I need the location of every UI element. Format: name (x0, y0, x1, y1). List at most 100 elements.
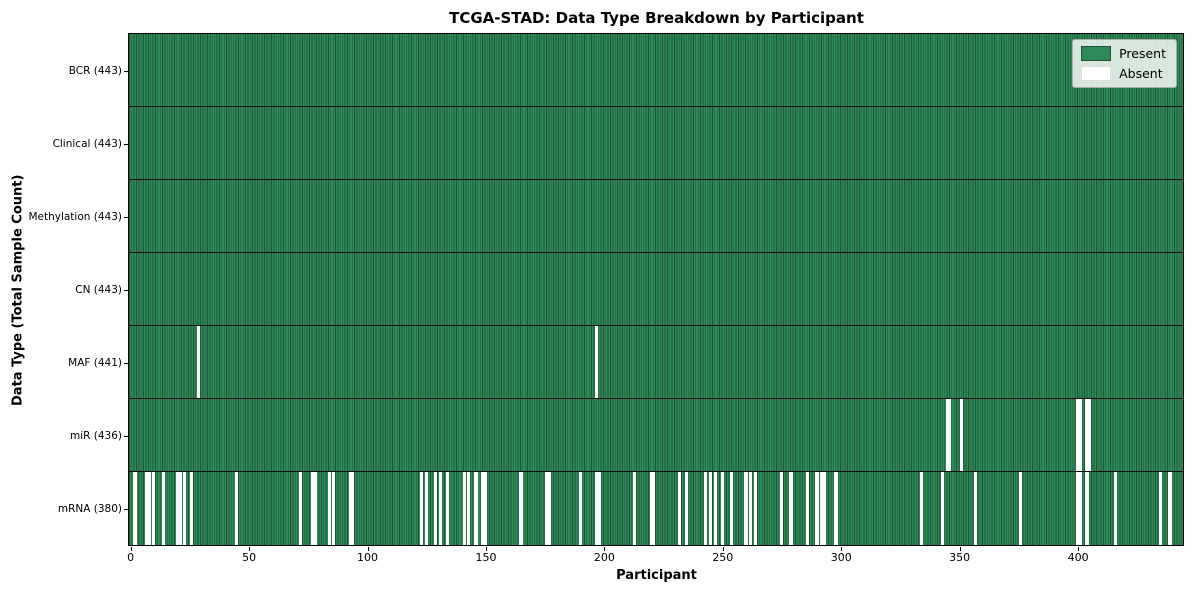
y-tick-label-cn: CN (443) (75, 284, 122, 296)
x-tick-label-350: 350 (949, 551, 971, 564)
absent-gap-mrna-243 (704, 472, 708, 545)
row-clinical (129, 107, 1183, 180)
x-tick-mark (722, 547, 724, 551)
absent-gap-mrna-286 (805, 472, 810, 545)
x-tick-mark (959, 547, 961, 551)
absent-gap-mrna-177 (547, 472, 551, 545)
absent-gap-mrna-10 (152, 472, 156, 545)
x-tick-mark (1078, 547, 1080, 551)
legend-item-present: Present (1081, 46, 1166, 61)
present-swatch-icon (1081, 46, 1112, 61)
absent-gap-mrna-150 (483, 472, 488, 545)
present-bars-mir (129, 399, 1183, 471)
x-tick-label-400: 400 (1067, 551, 1089, 564)
absent-gap-mrna-165 (519, 472, 523, 545)
absent-gap-mrna-149 (481, 472, 485, 545)
present-bars-mrna (129, 472, 1183, 545)
y-tick-label-clinical: Clinical (443) (52, 138, 122, 150)
absent-gap-mrna-143 (467, 472, 471, 545)
x-tick-label-0: 0 (127, 551, 135, 564)
absent-gap-mrna-93 (348, 472, 353, 545)
absent-gap-mrna-141 (462, 472, 466, 545)
legend-item-absent: Absent (1081, 66, 1166, 81)
x-tick-label-200: 200 (593, 551, 615, 564)
absent-gap-mrna-86 (332, 472, 336, 545)
absent-gap-mrna-245 (708, 472, 713, 545)
absent-gap-mrna-84 (327, 472, 331, 545)
absent-gap-mrna-293 (822, 472, 826, 545)
absent-gap-mir-404 (1085, 399, 1089, 471)
absent-gap-mrna-400 (1076, 472, 1080, 545)
x-tick-label-300: 300 (830, 551, 852, 564)
absent-gap-mrna-26 (190, 472, 194, 545)
x-tick-mark (367, 547, 369, 551)
absent-gap-mrna-131 (438, 472, 443, 545)
absent-gap-mrna-416 (1113, 472, 1118, 545)
present-bars-maf (129, 326, 1183, 398)
absent-gap-mir-346 (948, 399, 952, 471)
row-maf (129, 326, 1183, 399)
absent-gap-mrna-401 (1078, 472, 1082, 545)
absent-gap-mrna-197 (595, 472, 599, 545)
present-bars-methylation (129, 180, 1183, 252)
absent-gap-mrna-190 (578, 472, 582, 545)
y-tick-mark (124, 509, 128, 510)
x-tick-mark (604, 547, 606, 551)
absent-gap-mrna-77 (310, 472, 315, 545)
absent-gap-mrna-72 (299, 472, 303, 545)
y-tick-label-mir: miR (436) (69, 430, 122, 442)
absent-gap-mrna-176 (545, 472, 549, 545)
chart-title: TCGA-STAD: Data Type Breakdown by Partic… (449, 9, 864, 27)
absent-gap-mrna-292 (820, 472, 824, 545)
present-bars-cn (129, 253, 1183, 325)
absent-gap-mrna-235 (685, 472, 689, 545)
y-tick-label-methylation: Methylation (443) (28, 211, 122, 223)
absent-gap-mrna-247 (713, 472, 717, 545)
absent-gap-mrna-334 (919, 472, 923, 545)
row-bcr (129, 34, 1183, 107)
absent-gap-mrna-435 (1158, 472, 1163, 545)
y-tick-mark (124, 363, 128, 364)
absent-gap-mrna-146 (474, 472, 478, 545)
absent-gap-mrna-343 (940, 472, 945, 545)
x-tick-mark (249, 547, 251, 551)
x-axis-label: Participant (616, 568, 697, 583)
x-tick-label-250: 250 (712, 551, 734, 564)
absent-gap-mrna-14 (161, 472, 165, 545)
absent-gap-mrna-78 (313, 472, 317, 545)
absent-gap-mrna-45 (235, 472, 239, 545)
absent-gap-mrna-125 (424, 472, 428, 545)
absent-gap-mir-345 (945, 399, 949, 471)
absent-gap-mrna-7 (145, 472, 149, 545)
y-tick-mark (124, 436, 128, 437)
row-mir (129, 399, 1183, 472)
absent-gap-mrna-21 (178, 472, 182, 545)
x-tick-label-150: 150 (475, 551, 497, 564)
row-methylation (129, 180, 1183, 253)
absent-swatch-icon (1081, 66, 1112, 81)
y-tick-mark (124, 217, 128, 218)
absent-gap-mrna-290 (815, 472, 819, 545)
absent-gap-mrna-279 (789, 472, 793, 545)
absent-gap-mrna-404 (1085, 472, 1089, 545)
absent-gap-mrna-376 (1019, 472, 1023, 545)
y-tick-label-mrna: mRNA (380) (57, 503, 122, 515)
absent-gap-maf-29 (197, 326, 201, 398)
legend: Present Absent (1072, 39, 1177, 88)
absent-gap-mrna-198 (597, 472, 601, 545)
absent-gap-mir-405 (1087, 399, 1092, 471)
absent-gap-mrna-134 (445, 472, 450, 545)
absent-gap-mir-401 (1078, 399, 1082, 471)
plot-area: Present Absent (128, 33, 1184, 546)
absent-gap-mrna-260 (744, 472, 748, 545)
absent-gap-mrna-439 (1168, 472, 1172, 545)
absent-gap-mrna-213 (633, 472, 637, 545)
y-tick-label-bcr: BCR (443) (68, 65, 122, 77)
absent-gap-mrna-250 (720, 472, 724, 545)
row-mrna (129, 472, 1183, 545)
absent-gap-mrna-23 (183, 472, 187, 545)
y-tick-mark (124, 290, 128, 291)
absent-gap-mrna-20 (175, 472, 180, 545)
x-tick-label-50: 50 (242, 551, 257, 564)
